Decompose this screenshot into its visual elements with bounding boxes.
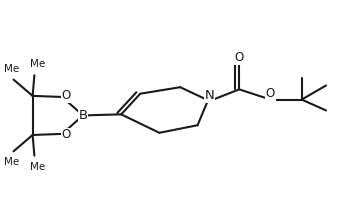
- Text: O: O: [62, 89, 71, 102]
- Text: Me: Me: [4, 157, 20, 167]
- Text: O: O: [234, 51, 244, 64]
- Text: B: B: [78, 109, 88, 122]
- Text: N: N: [205, 89, 215, 102]
- Text: O: O: [266, 87, 275, 100]
- Text: Me: Me: [30, 162, 46, 172]
- Text: O: O: [62, 128, 71, 141]
- Text: Me: Me: [30, 59, 46, 69]
- Text: Me: Me: [4, 64, 20, 73]
